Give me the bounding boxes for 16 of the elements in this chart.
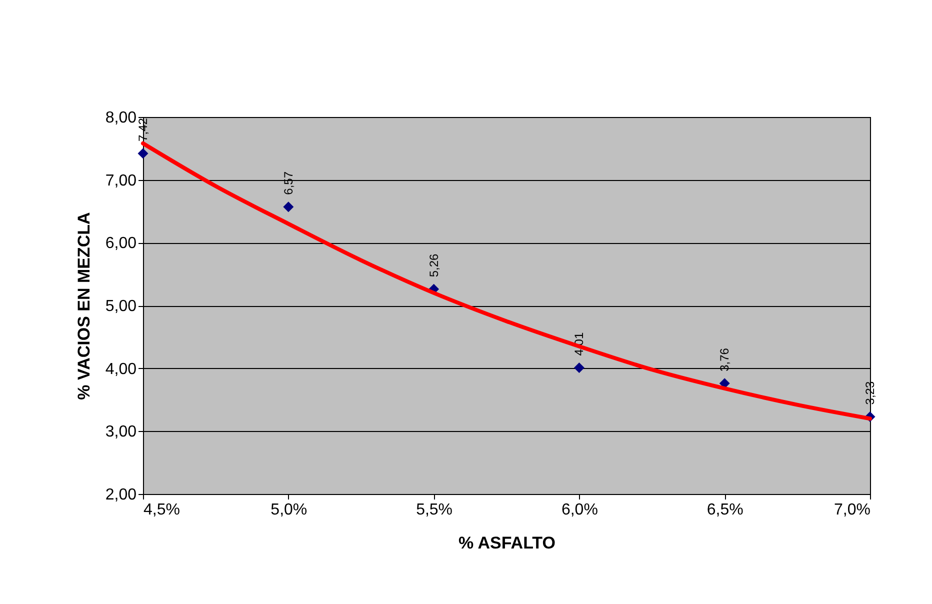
y-tick-label: 6,00	[105, 235, 137, 252]
y-tick-label: 4,00	[105, 360, 137, 378]
y-axis-title: % VACIOS EN MEZCLA	[74, 212, 94, 400]
x-tick-label: 5,5%	[416, 502, 453, 518]
y-tick-label: 5,00	[105, 298, 137, 315]
x-tick-label: 6,0%	[561, 502, 598, 518]
y-tick-label: 2,00	[105, 486, 137, 504]
y-tick-label: 8,00	[105, 110, 137, 126]
x-tick-label: 4,5%	[144, 502, 180, 518]
x-tick-label: 7,0%	[834, 502, 870, 518]
data-label: 5,26	[426, 253, 441, 278]
y-tick-label: 7,00	[105, 172, 137, 190]
x-tick-label: 5,0%	[270, 502, 308, 518]
x-axis-title: % ASFALTO	[458, 534, 556, 552]
x-tick-label: 6,5%	[706, 502, 744, 518]
y-tick-label: 3,00	[105, 424, 137, 441]
